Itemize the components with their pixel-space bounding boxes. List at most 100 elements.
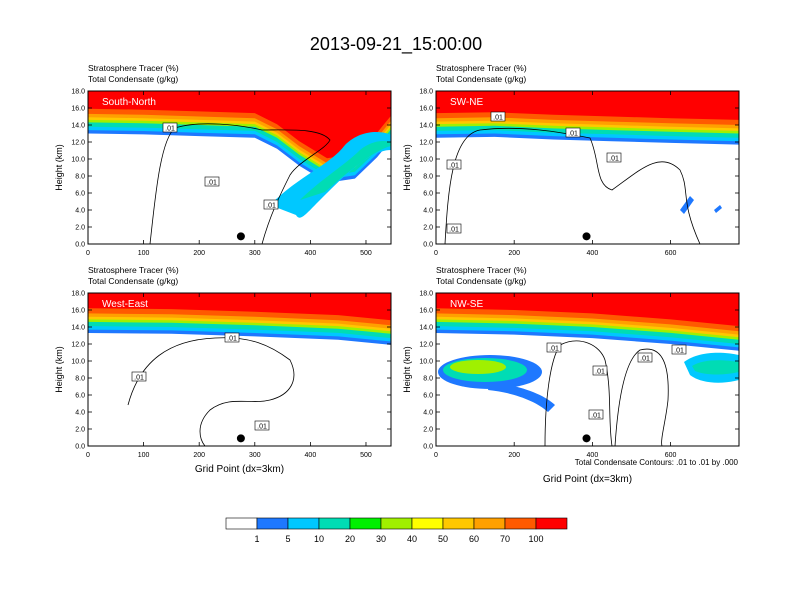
y-tick-label: 8.0 — [423, 174, 433, 181]
contour-label: .01 — [165, 126, 175, 133]
contour-footnote: Total Condensate Contours: .01 to .01 by… — [575, 458, 739, 467]
colorbar-swatch — [380, 517, 413, 530]
plot-frame — [87, 292, 392, 447]
y-tick-label: 6.0 — [423, 191, 433, 198]
colorbar-swatch — [442, 517, 475, 530]
panel-label: NW-SE — [450, 299, 483, 310]
contour-label-box — [446, 159, 462, 170]
y-tick-label: 2.0 — [75, 427, 85, 434]
condensate-contour — [149, 123, 331, 244]
y-tick-label: 0.0 — [75, 444, 85, 451]
y-tick-label: 8.0 — [75, 174, 85, 181]
y-tick-label: 4.0 — [423, 410, 433, 417]
x-tick-label: 100 — [138, 250, 150, 257]
tracer-label: Stratosphere Tracer (%) — [88, 265, 179, 275]
colorbar-label: 1 — [254, 534, 259, 544]
colorbar-label: 50 — [438, 534, 448, 544]
tracer-tongue — [488, 382, 555, 412]
x-tick-label: 0 — [86, 452, 90, 459]
contour-label: .01 — [449, 227, 459, 234]
tracer-label: Stratosphere Tracer (%) — [436, 63, 527, 73]
y-tick-label: 14.0 — [71, 325, 85, 332]
contour-label-box — [224, 332, 240, 343]
contour-label: .01 — [134, 375, 144, 382]
x-tick-label: 0 — [86, 250, 90, 257]
x-axis-label: Grid Point (dx=3km) — [543, 474, 632, 485]
y-tick-label: 12.0 — [71, 342, 85, 349]
y-tick-label: 10.0 — [71, 157, 85, 164]
y-axis-label: Height (km) — [402, 144, 412, 191]
y-tick-label: 12.0 — [419, 140, 433, 147]
plot-frame — [435, 292, 740, 447]
contour-label-box — [162, 122, 178, 133]
contour-label: .01 — [609, 156, 619, 163]
tracer-blob — [692, 360, 739, 375]
y-tick-label: 4.0 — [75, 208, 85, 215]
contour-label-box — [592, 365, 608, 376]
y-tick-label: 16.0 — [419, 308, 433, 315]
contour-label: .01 — [266, 203, 276, 210]
contour-label-box — [263, 199, 279, 210]
y-tick-label: 0.0 — [75, 242, 85, 249]
contour-label-box — [131, 371, 147, 382]
y-tick-label: 14.0 — [419, 123, 433, 130]
panel-label: South-North — [102, 97, 156, 108]
y-tick-label: 18.0 — [71, 291, 85, 298]
y-tick-label: 16.0 — [71, 106, 85, 113]
condensate-contour — [444, 127, 701, 244]
colorbar-swatch — [411, 517, 444, 530]
location-marker — [582, 434, 591, 443]
tracer-fleck — [714, 205, 722, 213]
condensate-label: Total Condensate (g/kg) — [436, 276, 526, 286]
contour-label: .01 — [549, 346, 559, 353]
colorbar-swatch — [225, 517, 258, 530]
colorbar-swatch — [256, 517, 289, 530]
condensate-contour — [544, 340, 613, 446]
colorbar-swatch — [504, 517, 537, 530]
condensate-label: Total Condensate (g/kg) — [436, 74, 526, 84]
x-tick-label: 200 — [193, 250, 205, 257]
condensate-contour — [614, 348, 669, 446]
contour-label-box — [588, 409, 604, 420]
contour-label: .01 — [493, 115, 503, 122]
y-tick-label: 14.0 — [419, 325, 433, 332]
tracer-intrusion-inner — [300, 140, 391, 200]
plot-area — [436, 91, 739, 244]
location-marker — [236, 232, 245, 241]
y-tick-label: 18.0 — [419, 291, 433, 298]
y-tick-label: 18.0 — [419, 89, 433, 96]
colorbar-label: 70 — [500, 534, 510, 544]
y-tick-label: 10.0 — [71, 359, 85, 366]
contour-label-box — [546, 342, 562, 353]
x-tick-label: 300 — [249, 452, 261, 459]
contour-label: .01 — [595, 369, 605, 376]
contour-label-box — [565, 127, 581, 138]
y-tick-label: 14.0 — [71, 123, 85, 130]
tracer-blob — [450, 360, 506, 374]
y-tick-label: 18.0 — [71, 89, 85, 96]
panel-west-east: .01 .01 .01 West-East Stratosphere Tracer (%… — [54, 265, 392, 475]
tracer-core — [88, 293, 391, 321]
y-axis-label: Height (km) — [54, 144, 64, 191]
y-tick-label: 4.0 — [423, 208, 433, 215]
x-tick-label: 400 — [587, 452, 599, 459]
y-tick-label: 2.0 — [423, 225, 433, 232]
panel-south-north: .01 .01 .01 South-North Stratosphere Tracer … — [54, 63, 392, 257]
panel-label: West-East — [102, 299, 148, 310]
condensate-label: Total Condensate (g/kg) — [88, 276, 178, 286]
location-marker — [236, 434, 245, 443]
condensate-label: Total Condensate (g/kg) — [88, 74, 178, 84]
colorbar-swatch — [535, 517, 568, 530]
colorbar-swatch — [473, 517, 506, 530]
contour-label: .01 — [207, 180, 217, 187]
x-tick-label: 500 — [360, 250, 372, 257]
colorbar-label: 40 — [407, 534, 417, 544]
colorbar-label: 60 — [469, 534, 479, 544]
colorbar-label: 20 — [345, 534, 355, 544]
panel-nw-se: .01 .01 .01 .01 .01 NW-SE Stratosphere Tracer … — [402, 265, 740, 485]
y-tick-label: 10.0 — [419, 157, 433, 164]
y-tick-label: 2.0 — [423, 427, 433, 434]
y-tick-label: 16.0 — [419, 106, 433, 113]
colorbar-label: 30 — [376, 534, 386, 544]
colorbar-swatch — [349, 517, 382, 530]
